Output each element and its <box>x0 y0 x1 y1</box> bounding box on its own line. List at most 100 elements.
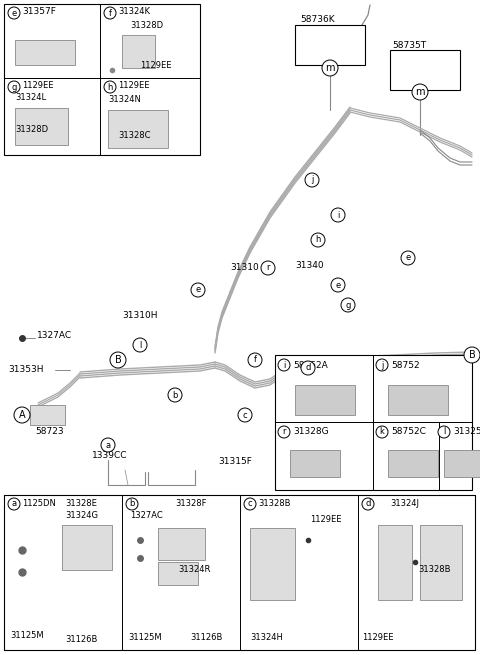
Text: r: r <box>282 428 286 436</box>
Circle shape <box>331 278 345 292</box>
Text: 58752A: 58752A <box>293 360 328 369</box>
Text: 1129EE: 1129EE <box>140 60 171 69</box>
Circle shape <box>438 426 450 438</box>
Bar <box>158 528 205 560</box>
Text: a: a <box>106 441 110 449</box>
Bar <box>388 385 448 415</box>
Text: 31328D: 31328D <box>15 126 48 134</box>
Circle shape <box>191 283 205 297</box>
Text: 1327AC: 1327AC <box>130 510 163 519</box>
Text: 31357F: 31357F <box>22 7 56 16</box>
Text: 31324R: 31324R <box>178 565 210 574</box>
Bar <box>420 525 462 600</box>
Text: r: r <box>266 263 270 272</box>
Text: j: j <box>311 176 313 185</box>
Text: d: d <box>305 364 311 373</box>
Circle shape <box>133 338 147 352</box>
Circle shape <box>168 388 182 402</box>
Text: a: a <box>12 500 17 508</box>
Text: 31328B: 31328B <box>258 498 290 508</box>
Text: l: l <box>443 428 445 436</box>
Text: 31125M: 31125M <box>128 633 162 643</box>
Circle shape <box>341 298 355 312</box>
Circle shape <box>104 81 116 93</box>
Bar <box>295 385 355 415</box>
Circle shape <box>331 208 345 222</box>
Text: B: B <box>468 350 475 360</box>
Bar <box>444 450 480 477</box>
Text: c: c <box>243 411 247 419</box>
Circle shape <box>110 352 126 368</box>
Text: h: h <box>108 83 113 92</box>
Bar <box>250 528 295 600</box>
Text: m: m <box>325 63 335 73</box>
Text: f: f <box>108 9 111 18</box>
Circle shape <box>412 84 428 100</box>
Text: 31328C: 31328C <box>118 130 151 140</box>
Bar <box>4 4 200 155</box>
Circle shape <box>8 7 20 19</box>
Circle shape <box>362 498 374 510</box>
Text: e: e <box>336 280 341 290</box>
Text: 1125DN: 1125DN <box>22 498 56 508</box>
Bar <box>108 110 168 148</box>
Bar <box>295 25 365 65</box>
Bar <box>390 50 460 90</box>
Text: 31328G: 31328G <box>293 428 329 436</box>
Bar <box>290 450 340 477</box>
Text: f: f <box>253 356 256 364</box>
Circle shape <box>464 347 480 363</box>
Text: 31328D: 31328D <box>130 20 163 29</box>
Text: e: e <box>12 9 17 18</box>
Text: B: B <box>115 355 121 365</box>
Circle shape <box>104 7 116 19</box>
Text: h: h <box>315 236 321 244</box>
Text: d: d <box>365 500 371 508</box>
Text: j: j <box>381 360 383 369</box>
Text: l: l <box>139 341 141 350</box>
Text: e: e <box>406 253 410 263</box>
Text: 31328E: 31328E <box>65 498 97 508</box>
Text: 31310H: 31310H <box>122 310 157 320</box>
Circle shape <box>244 498 256 510</box>
Bar <box>378 525 412 600</box>
Circle shape <box>126 498 138 510</box>
Text: i: i <box>283 360 285 369</box>
Text: 1129EE: 1129EE <box>310 515 341 525</box>
Text: e: e <box>195 286 201 295</box>
Text: 31324L: 31324L <box>15 92 46 102</box>
Text: 31328B: 31328B <box>418 565 451 574</box>
Text: b: b <box>172 390 178 400</box>
Text: 31324G: 31324G <box>65 510 98 519</box>
Text: 31125M: 31125M <box>10 631 44 639</box>
Circle shape <box>238 408 252 422</box>
Text: 31324J: 31324J <box>390 498 419 508</box>
Text: 31325G: 31325G <box>453 428 480 436</box>
Circle shape <box>376 359 388 371</box>
Text: 31324K: 31324K <box>118 7 150 16</box>
Text: g: g <box>345 301 351 310</box>
Text: 1339CC: 1339CC <box>92 451 128 460</box>
Bar <box>62 525 112 570</box>
Circle shape <box>8 498 20 510</box>
Text: 1327AC: 1327AC <box>37 331 72 339</box>
Text: 58723: 58723 <box>35 428 64 436</box>
Text: 31126B: 31126B <box>190 633 222 643</box>
Circle shape <box>8 81 20 93</box>
Bar <box>388 450 438 477</box>
Text: A: A <box>19 410 25 420</box>
Circle shape <box>305 173 319 187</box>
Bar <box>275 355 472 490</box>
Text: 31315F: 31315F <box>218 457 252 466</box>
Bar <box>158 562 198 585</box>
Bar <box>30 405 65 425</box>
Text: b: b <box>129 500 135 508</box>
Text: 58736K: 58736K <box>300 16 335 24</box>
Text: 31324N: 31324N <box>108 96 141 105</box>
Text: 31328F: 31328F <box>175 498 206 508</box>
Text: 1129EE: 1129EE <box>118 81 149 90</box>
Circle shape <box>101 438 115 452</box>
Text: 58752: 58752 <box>391 360 420 369</box>
Text: 31340: 31340 <box>295 261 324 269</box>
Text: k: k <box>380 428 384 436</box>
